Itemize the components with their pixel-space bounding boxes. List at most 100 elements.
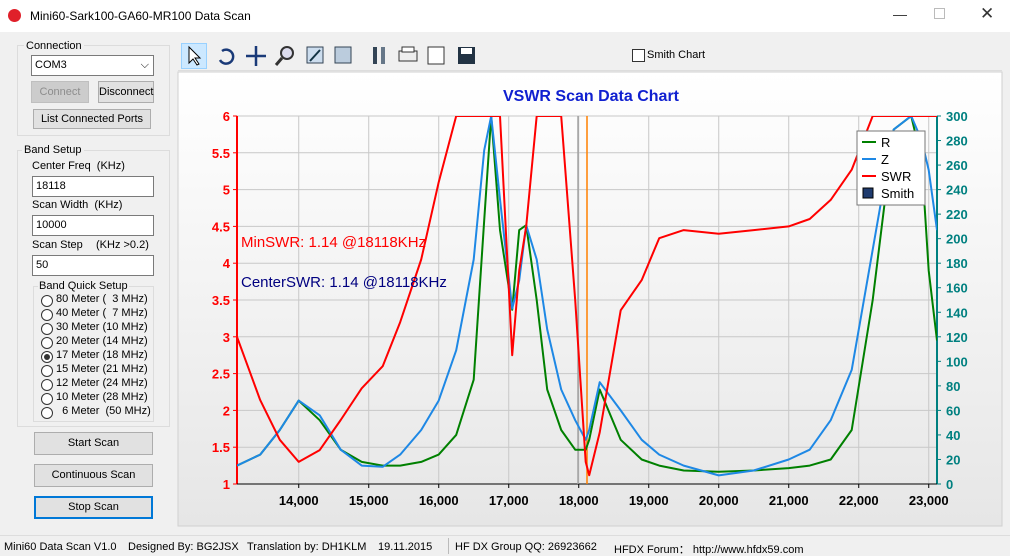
radio[interactable] <box>41 309 53 321</box>
radio-dot <box>44 354 50 360</box>
y-tick-label: 6 <box>223 109 230 124</box>
maximize[interactable] <box>934 8 945 19</box>
x-tick-label: 22,000 <box>839 493 879 508</box>
y-tick-label: 4.5 <box>212 219 230 234</box>
y2-tick-label: 160 <box>946 281 968 296</box>
stop-scan-button[interactable]: Stop Scan <box>34 496 153 519</box>
radio-label: 6 Meter (50 MHz) <box>56 405 151 417</box>
port-value: COM3 <box>35 59 67 71</box>
status-text: Mini60 Data Scan V1.0 <box>4 541 117 553</box>
field-label: Center Freq (KHz) <box>32 160 125 172</box>
continuous-scan-button[interactable]: Continuous Scan <box>34 464 153 487</box>
legend-label: Smith <box>881 186 914 201</box>
radio-label: 30 Meter (10 MHz) <box>56 321 148 333</box>
series-line <box>237 116 937 473</box>
toolbar-icons <box>188 45 475 66</box>
connection-group <box>17 45 170 136</box>
annotation: CenterSWR: 1.14 @18118KHz <box>241 274 447 291</box>
x-tick-label: 23,000 <box>909 493 949 508</box>
x-tick-label: 15,000 <box>349 493 389 508</box>
disconnect-button[interactable]: Disconnect <box>98 81 154 103</box>
radio-label: 20 Meter (14 MHz) <box>56 335 148 347</box>
status-text: 19.11.2015 <box>378 541 433 553</box>
center-freq-input[interactable]: 18118 <box>32 176 154 197</box>
group-title: Band Quick Setup <box>38 280 129 292</box>
x-tick-label: 17,000 <box>489 493 529 508</box>
radio[interactable] <box>41 323 53 335</box>
x-tick-label: 20,000 <box>699 493 739 508</box>
y2-tick-label: 80 <box>946 379 960 394</box>
scan-step-input[interactable]: 50 <box>32 255 154 276</box>
y-tick-label: 5.5 <box>212 146 230 161</box>
y-tick-label: 2.5 <box>212 367 230 382</box>
x-tick-label: 16,000 <box>419 493 459 508</box>
legend-label: SWR <box>881 169 911 184</box>
window-title: Mini60-Sark100-GA60-MR100 Data Scan <box>30 9 251 23</box>
start-scan-button[interactable]: Start Scan <box>34 432 153 455</box>
scan-width-input[interactable]: 10000 <box>32 215 154 236</box>
list-ports-button[interactable]: List Connected Ports <box>33 109 151 129</box>
x-tick-label: 14,000 <box>279 493 319 508</box>
plot-area <box>237 116 937 477</box>
y2-tick-label: 0 <box>946 477 953 492</box>
pointer-tool[interactable] <box>181 43 207 69</box>
group-title: Connection <box>24 40 84 52</box>
x-tick-label: 18,000 <box>559 493 599 508</box>
radio-label: 17 Meter (18 MHz) <box>56 349 148 361</box>
chart-title: VSWR Scan Data Chart <box>503 88 680 105</box>
smith-checkbox[interactable] <box>632 49 645 62</box>
radio[interactable] <box>41 379 53 391</box>
status-text: Designed By: BG2JSX <box>128 541 239 553</box>
field-hint: (KHz >0.2) <box>96 239 149 251</box>
radio[interactable] <box>41 407 53 419</box>
y2-tick-label: 180 <box>946 256 968 271</box>
toolbar <box>178 42 1002 71</box>
radio[interactable] <box>41 337 53 349</box>
x-tick-label: 19,000 <box>629 493 669 508</box>
y2-tick-label: 280 <box>946 134 968 149</box>
y-tick-label: 1.5 <box>212 440 230 455</box>
y2-tick-label: 120 <box>946 330 968 345</box>
radio-label: 40 Meter ( 7 MHz) <box>56 307 148 319</box>
port-combo[interactable]: COM3 ⌵ <box>31 55 154 76</box>
smith-label: Smith Chart <box>647 49 706 61</box>
radio-label: 10 Meter (28 MHz) <box>56 391 148 403</box>
legend-label: R <box>881 135 890 150</box>
y-tick-label: 2 <box>223 403 230 418</box>
y2-tick-label: 220 <box>946 207 968 222</box>
y2-tick-label: 200 <box>946 232 968 247</box>
field-label: Scan Width (KHz) <box>32 199 123 211</box>
y2-tick-label: 20 <box>946 452 960 467</box>
status-separator <box>448 538 449 554</box>
radio[interactable] <box>41 351 53 363</box>
app-icon <box>8 9 21 22</box>
radio[interactable] <box>41 393 53 405</box>
band-setup-group <box>17 150 170 427</box>
y-tick-label: 3 <box>223 330 230 345</box>
legend-label: Z <box>881 152 889 167</box>
series-line <box>237 116 937 477</box>
y2-tick-label: 140 <box>946 305 968 320</box>
y-tick-label: 3.5 <box>212 293 230 308</box>
radio-label: 15 Meter (21 MHz) <box>56 363 148 375</box>
series-line <box>237 116 937 477</box>
radio-label: 80 Meter ( 3 MHz) <box>56 293 148 305</box>
radio[interactable] <box>41 365 53 377</box>
y2-tick-label: 40 <box>946 428 960 443</box>
y2-tick-label: 60 <box>946 403 960 418</box>
minimize[interactable]: — <box>893 6 907 22</box>
radio[interactable] <box>41 295 53 307</box>
y2-tick-label: 260 <box>946 158 968 173</box>
connect-button[interactable]: Connect <box>31 81 89 103</box>
status-text: Translation by: DH1KLM <box>247 541 367 553</box>
title-bar <box>0 0 1010 32</box>
y2-tick-label: 240 <box>946 183 968 198</box>
status-text: HFDX Forum： http://www.hfdx59.com <box>614 544 804 556</box>
y-tick-label: 5 <box>223 183 230 198</box>
y-tick-label: 1 <box>223 477 230 492</box>
close[interactable]: ✕ <box>980 4 995 23</box>
y2-tick-label: 300 <box>946 109 968 124</box>
status-text: HF DX Group QQ: 26923662 <box>455 541 597 553</box>
